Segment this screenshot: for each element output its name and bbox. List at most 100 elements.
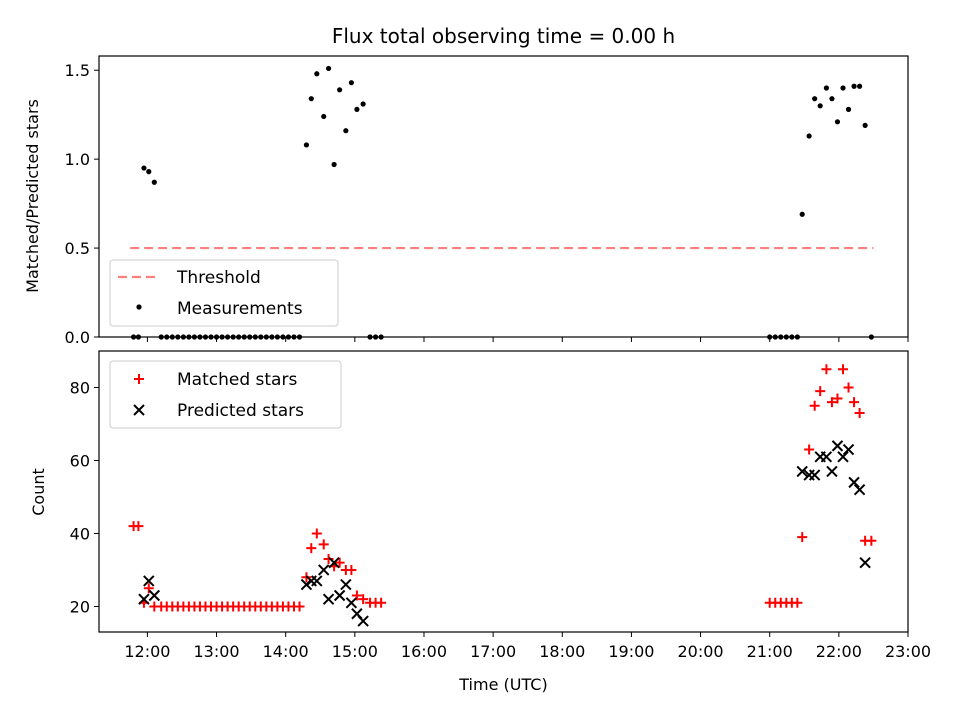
predicted-star-point — [848, 476, 860, 489]
measurement-point — [799, 211, 805, 217]
matched-star-point — [832, 393, 843, 404]
predicted-star-point — [808, 469, 821, 481]
matched-star-point — [358, 594, 369, 605]
legend-measurements-label: Measurements — [177, 299, 303, 319]
x-tick-label: 17:00 — [470, 642, 516, 661]
predicted-star-point — [143, 575, 155, 587]
bottom-legend: Matched stars Predicted stars — [109, 360, 342, 429]
x-tick-label: 21:00 — [747, 642, 793, 661]
measurement-point — [845, 106, 852, 112]
predicted-star-point — [318, 564, 330, 576]
legend-matched-swatch — [134, 374, 144, 384]
legend-predicted-swatch — [133, 404, 145, 416]
predicted-star-point — [148, 589, 161, 602]
predicted-star-point — [345, 597, 358, 609]
y-tick-label: 80 — [70, 378, 90, 397]
predicted-star-point — [826, 465, 838, 478]
measurement-point — [151, 179, 157, 185]
x-tick-label: 14:00 — [263, 642, 309, 661]
measurement-point — [308, 96, 314, 102]
matched-star-point — [804, 444, 815, 455]
matched-star-point — [797, 532, 808, 543]
legend-measurements-swatch — [136, 304, 142, 310]
predicted-star-point — [796, 465, 808, 478]
y-tick-label: 0.5 — [65, 239, 90, 258]
predicted-star-point — [837, 451, 849, 463]
x-tick-label: 15:00 — [332, 642, 378, 661]
matched-star-point — [849, 397, 860, 408]
matched-star-point — [843, 382, 854, 393]
y-tick-label: 1.5 — [65, 61, 90, 80]
matched-star-point — [351, 590, 362, 601]
legend-box — [109, 360, 342, 429]
matched-star-point — [323, 554, 334, 565]
matched-star-point — [346, 564, 357, 575]
matched-star-point — [143, 583, 154, 594]
measurement-point — [812, 96, 818, 102]
matched-star-point — [294, 601, 305, 612]
measurement-point — [829, 96, 835, 102]
measurement-point — [856, 83, 863, 89]
top-legend: Threshold Measurements — [109, 259, 339, 327]
matched-star-point — [815, 386, 826, 397]
bottom-panel: 20 40 60 80 12:00 13:00 14:00 15:00 16:00 17:00 18… — [70, 350, 931, 661]
measurement-point — [360, 101, 366, 107]
matched-star-point — [311, 528, 322, 539]
matched-star-point — [376, 597, 387, 608]
top-panel-title: Flux total observing time = 0.00 h — [332, 24, 675, 48]
x-tick-label: 13:00 — [193, 642, 239, 661]
measurement-point — [314, 71, 320, 77]
predicted-star-point — [340, 578, 352, 591]
predicted-star-point — [328, 556, 340, 569]
predicted-star-point — [820, 451, 833, 463]
legend-predicted-label: Predicted stars — [177, 401, 304, 421]
measurement-point — [146, 169, 152, 175]
measurement-point — [337, 87, 343, 93]
predicted-star-point — [138, 593, 150, 605]
measurement-point — [303, 142, 310, 148]
top-panel: 0.0 0.5 1.0 1.5 Threshold Measurements — [65, 55, 909, 347]
predicted-star-point — [333, 589, 346, 602]
measurement-point — [817, 103, 823, 109]
matched-star-point — [866, 535, 877, 546]
x-tick-label: 18:00 — [539, 642, 585, 661]
x-tick-label: 22:00 — [816, 642, 862, 661]
series-predicted-stars — [138, 440, 871, 627]
measurement-point — [354, 106, 360, 112]
matched-star-point — [334, 557, 345, 568]
predicted-star-point — [859, 556, 871, 569]
measurement-point — [806, 133, 812, 139]
measurement-point — [823, 85, 830, 91]
series-matched-stars — [128, 364, 877, 612]
measurement-point — [862, 122, 868, 128]
predicted-star-point — [311, 575, 323, 587]
y-tick-label: 60 — [70, 451, 90, 470]
predicted-star-point — [853, 483, 866, 496]
x-tick-label: 12:00 — [124, 642, 170, 661]
measurement-point — [343, 128, 349, 134]
measurement-point — [325, 65, 332, 72]
matched-star-point — [838, 364, 849, 375]
y-tick-label: 40 — [70, 524, 90, 543]
y-tick-label: 1.0 — [65, 150, 90, 169]
legend-matched-label: Matched stars — [177, 370, 297, 390]
matched-star-point — [792, 597, 803, 608]
measurement-point — [840, 85, 846, 91]
plot-frame — [98, 350, 909, 633]
x-tick-label: 23:00 — [885, 642, 931, 661]
measurement-point — [348, 80, 354, 86]
x-tick-label: 20:00 — [678, 642, 724, 661]
predicted-star-point — [322, 593, 335, 605]
measurement-point — [141, 165, 147, 171]
measurement-point — [851, 83, 857, 89]
x-tick-label: 19:00 — [608, 642, 654, 661]
matched-star-point — [826, 397, 837, 408]
measurement-point — [331, 161, 337, 168]
matched-star-point — [133, 521, 144, 532]
matched-star-point — [854, 408, 865, 419]
predicted-star-point — [842, 443, 855, 456]
matched-star-point — [809, 400, 820, 411]
matched-star-point — [306, 543, 317, 554]
measurement-point — [321, 113, 327, 120]
